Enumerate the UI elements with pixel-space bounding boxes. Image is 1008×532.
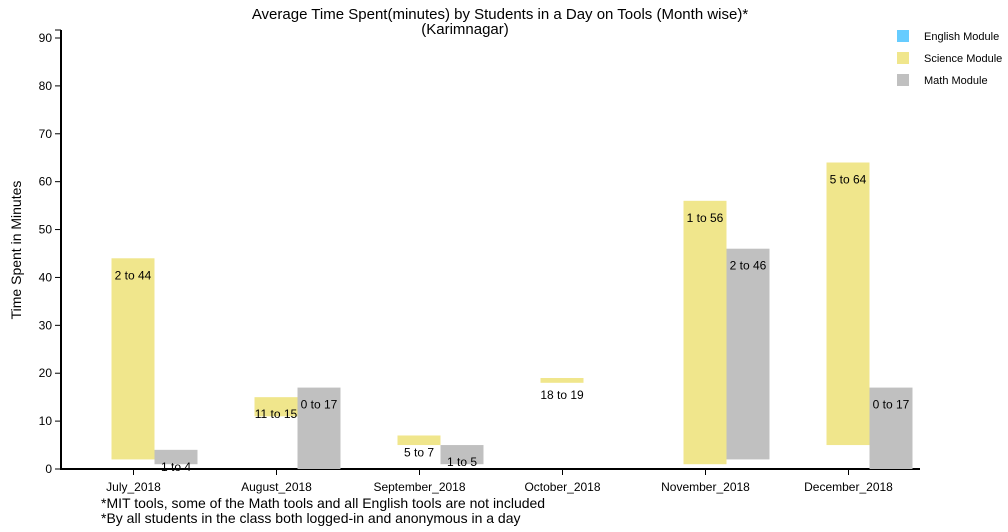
- x-tick-label: October_2018: [524, 480, 600, 494]
- y-axis: 0 10 20 30 40 50 60 70 80 90: [39, 29, 62, 476]
- legend-swatch: [897, 30, 909, 42]
- chart-title: Average Time Spent(minutes) by Students …: [252, 6, 749, 23]
- legend-label: Science Module: [924, 53, 1002, 65]
- bar-math-module: [297, 387, 341, 469]
- bar-math-module: [440, 445, 484, 465]
- data-label: 1 to 4: [161, 460, 191, 474]
- bar-science-module: [397, 435, 441, 446]
- y-tick-label: 90: [39, 31, 53, 45]
- data-label: 18 to 19: [540, 388, 584, 402]
- legend-label: Math Module: [924, 75, 988, 87]
- chart-subtitle: (Karimnagar): [421, 21, 509, 38]
- data-label: 0 to 17: [301, 398, 338, 412]
- data-label: 0 to 17: [873, 398, 910, 412]
- bar-science-module: [540, 378, 584, 383]
- bar-math-module: [726, 248, 770, 460]
- y-tick-label: 80: [39, 79, 53, 93]
- legend: English Module Science Module Math Module: [897, 30, 1002, 87]
- x-tick-label: December_2018: [804, 480, 893, 494]
- y-tick-label: 0: [45, 462, 52, 476]
- y-tick-label: 40: [39, 270, 53, 284]
- legend-swatch: [897, 52, 909, 64]
- y-tick-label: 20: [39, 366, 53, 380]
- bars: 2 to 44 11 to 15 5 to 7 18 to 19 1 to 56 5 to…: [111, 162, 913, 474]
- data-label: 11 to 15: [255, 407, 298, 421]
- footnote-1: *MIT tools, some of the Math tools and a…: [101, 495, 546, 511]
- legend-label: English Module: [924, 31, 999, 43]
- y-tick-label: 10: [39, 414, 53, 428]
- bar-science-module: [254, 397, 298, 417]
- y-tick-label: 50: [39, 223, 53, 237]
- footnote-2: *By all students in the class both logge…: [101, 510, 521, 526]
- bar-science-module: [683, 200, 727, 465]
- x-axis: July_2018 August_2018 September_2018 Octobe…: [61, 468, 920, 494]
- data-label: 5 to 7: [404, 445, 434, 459]
- bar-math-module: [154, 449, 198, 465]
- data-label: 2 to 44: [115, 268, 152, 282]
- bar-science-module: [826, 162, 870, 446]
- x-tick-label: September_2018: [373, 480, 465, 494]
- bar-science-module: [111, 258, 155, 460]
- y-tick-label: 60: [39, 175, 53, 189]
- x-tick-label: August_2018: [241, 480, 312, 494]
- y-axis-label: Time Spent in Minutes: [8, 181, 24, 320]
- x-tick-label: July_2018: [106, 480, 161, 494]
- data-label: 1 to 5: [447, 455, 477, 469]
- data-label: 1 to 56: [687, 211, 724, 225]
- legend-swatch: [897, 74, 909, 86]
- y-tick-label: 70: [39, 127, 53, 141]
- data-label: 2 to 46: [730, 259, 767, 273]
- y-tick-label: 30: [39, 318, 53, 332]
- data-label: 5 to 64: [830, 173, 867, 187]
- x-tick-label: November_2018: [661, 480, 750, 494]
- bar-math-module: [869, 387, 913, 469]
